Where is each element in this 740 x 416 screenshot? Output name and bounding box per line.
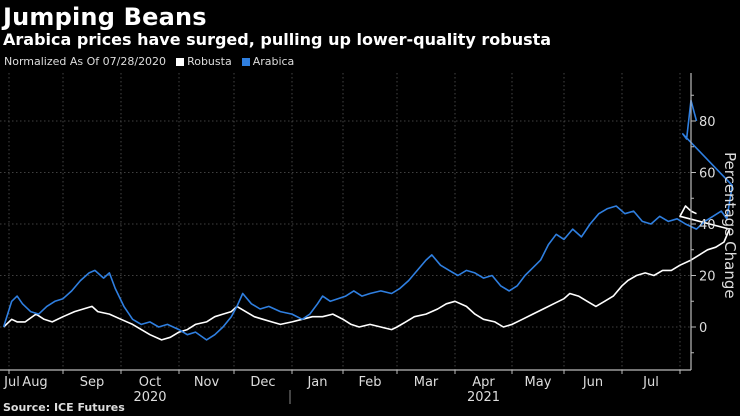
legend-note: Normalized As Of 07/28/2020 [4, 55, 167, 68]
x-tick-label: Dec [250, 375, 275, 390]
legend-swatch-arabica [241, 57, 250, 66]
x-tick-label: Jun [582, 375, 603, 390]
x-year-label: 2020 [133, 390, 166, 405]
legend-item-robusta: Robusta [176, 55, 232, 68]
x-tick-label: Aug [22, 375, 47, 390]
x-tick-label: Jul [3, 375, 20, 390]
x-tick-label: Sep [80, 375, 105, 390]
x-tick-label: Nov [194, 375, 220, 390]
x-tick-label: Apr [472, 375, 495, 390]
legend-label-robusta: Robusta [187, 55, 232, 68]
y-tick-label: 80 [699, 115, 716, 130]
series-line-arabica [2, 99, 734, 341]
y-tick-label: 60 [699, 167, 716, 182]
series-line-robusta [3, 205, 731, 341]
legend: Normalized As Of 07/28/2020 Robusta Arab… [4, 55, 304, 68]
legend-swatch-robusta [176, 57, 185, 66]
legend-label-arabica: Arabica [252, 55, 295, 68]
legend-item-arabica: Arabica [241, 55, 295, 68]
y-tick-label: 20 [699, 270, 716, 285]
x-tick-label: Jan [306, 375, 327, 390]
series-lines [2, 99, 734, 341]
x-tick-label: May [525, 375, 552, 390]
y-tick-label: 40 [699, 218, 716, 233]
axes [0, 73, 696, 404]
chart-subtitle: Arabica prices have surged, pulling up l… [3, 30, 552, 49]
gridlines [0, 73, 691, 370]
x-tick-label: Mar [414, 375, 439, 390]
x-year-label: 2021 [467, 390, 500, 405]
source-note: Source: ICE Futures [3, 401, 125, 414]
y-axis-title: Percentage Change [721, 152, 739, 299]
x-tick-label: Feb [358, 375, 381, 390]
y-tick-label: 0 [699, 321, 707, 336]
chart-title: Jumping Beans [3, 3, 207, 31]
x-tick-label: Jul [642, 375, 659, 390]
x-tick-label: Oct [139, 375, 161, 390]
